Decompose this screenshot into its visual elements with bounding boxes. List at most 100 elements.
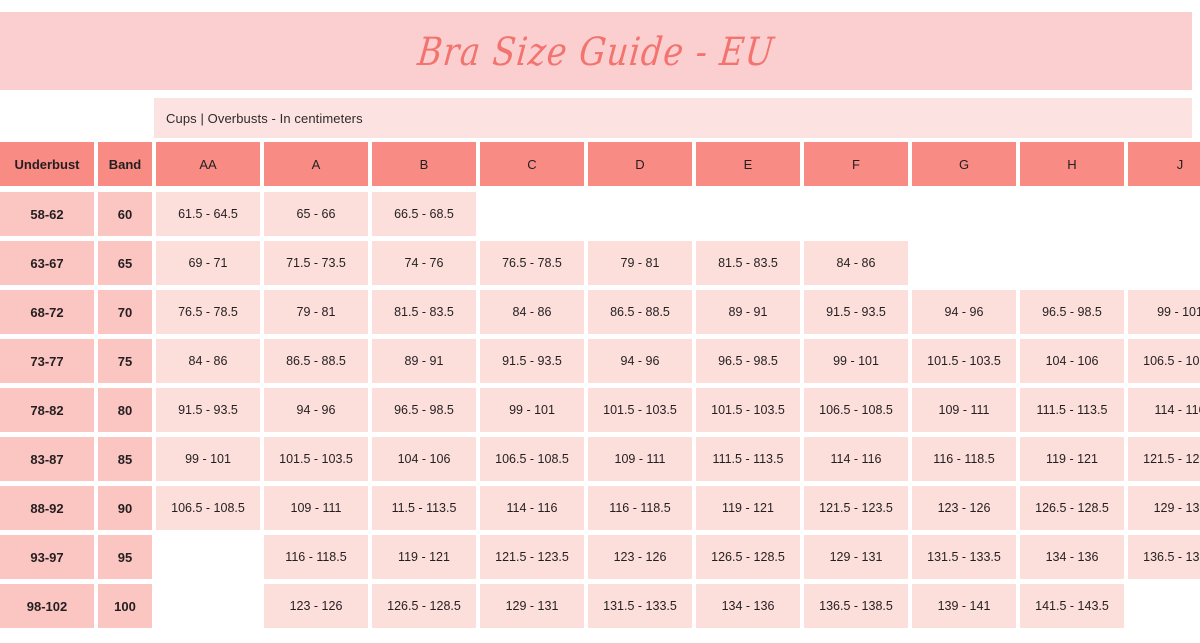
cup-cell-a: 71.5 - 73.5 <box>264 241 368 285</box>
column-header-c: C <box>480 142 584 186</box>
underbust-cell: 88-92 <box>0 486 94 530</box>
cup-cell-f: 99 - 101 <box>804 339 908 383</box>
cup-cell-a: 123 - 126 <box>264 584 368 628</box>
cup-cell-h: 126.5 - 128.5 <box>1020 486 1124 530</box>
band-cell: 100 <box>98 584 152 628</box>
cup-cell-f: 121.5 - 123.5 <box>804 486 908 530</box>
cup-cell-b: 119 - 121 <box>372 535 476 579</box>
cup-cell-c: 121.5 - 123.5 <box>480 535 584 579</box>
cup-cell-h: 134 - 136 <box>1020 535 1124 579</box>
cup-cell-d: 94 - 96 <box>588 339 692 383</box>
cup-cell-aa <box>156 584 260 628</box>
cup-cell-h: 96.5 - 98.5 <box>1020 290 1124 334</box>
cup-cell-aa: 91.5 - 93.5 <box>156 388 260 432</box>
column-header-band: Band <box>98 142 152 186</box>
band-cell: 60 <box>98 192 152 236</box>
cup-cell-c: 84 - 86 <box>480 290 584 334</box>
cup-cell-e: 101.5 - 103.5 <box>696 388 800 432</box>
cup-cell-d <box>588 192 692 236</box>
cup-cell-h: 119 - 121 <box>1020 437 1124 481</box>
cup-cell-b: 104 - 106 <box>372 437 476 481</box>
cup-cell-h: 141.5 - 143.5 <box>1020 584 1124 628</box>
cup-cell-e <box>696 192 800 236</box>
band-cell: 90 <box>98 486 152 530</box>
cup-cell-aa: 69 - 71 <box>156 241 260 285</box>
table-row: 63-67 65 69 - 71 71.5 - 73.5 74 - 76 76.5 - 7… <box>0 241 1200 290</box>
cup-cell-h <box>1020 241 1124 285</box>
cup-cell-g: 101.5 - 103.5 <box>912 339 1016 383</box>
cup-cell-g: 94 - 96 <box>912 290 1016 334</box>
cup-cell-aa: 84 - 86 <box>156 339 260 383</box>
underbust-cell: 98-102 <box>0 584 94 628</box>
cup-cell-a: 79 - 81 <box>264 290 368 334</box>
cup-cell-j <box>1128 192 1200 236</box>
cup-cell-h: 104 - 106 <box>1020 339 1124 383</box>
subtitle-row: Cups | Overbusts - In centimeters <box>154 98 1192 138</box>
cup-cell-d: 109 - 111 <box>588 437 692 481</box>
column-header-a: A <box>264 142 368 186</box>
cup-cell-d: 123 - 126 <box>588 535 692 579</box>
cup-cell-f: 114 - 116 <box>804 437 908 481</box>
cup-cell-d: 116 - 118.5 <box>588 486 692 530</box>
cup-cell-f: 91.5 - 93.5 <box>804 290 908 334</box>
cup-cell-b: 66.5 - 68.5 <box>372 192 476 236</box>
underbust-cell: 68-72 <box>0 290 94 334</box>
cup-cell-d: 79 - 81 <box>588 241 692 285</box>
column-header-j: J <box>1128 142 1200 186</box>
cup-cell-aa: 76.5 - 78.5 <box>156 290 260 334</box>
band-cell: 75 <box>98 339 152 383</box>
table-row: 58-62 60 61.5 - 64.5 65 - 66 66.5 - 68.5 <box>0 192 1200 241</box>
band-cell: 80 <box>98 388 152 432</box>
cup-cell-d: 86.5 - 88.5 <box>588 290 692 334</box>
subtitle-label: Cups | Overbusts - In centimeters <box>166 110 363 126</box>
column-header-g: G <box>912 142 1016 186</box>
band-cell: 85 <box>98 437 152 481</box>
cup-cell-g: 116 - 118.5 <box>912 437 1016 481</box>
cup-cell-f <box>804 192 908 236</box>
cup-cell-b: 89 - 91 <box>372 339 476 383</box>
cup-cell-a: 116 - 118.5 <box>264 535 368 579</box>
cup-cell-g: 109 - 111 <box>912 388 1016 432</box>
table-row: 73-77 75 84 - 86 86.5 - 88.5 89 - 91 91.5 - 9… <box>0 339 1200 388</box>
cup-cell-j: 99 - 101 <box>1128 290 1200 334</box>
table-row: 78-82 80 91.5 - 93.5 94 - 96 96.5 - 98.5 99 -… <box>0 388 1200 437</box>
cup-cell-g: 123 - 126 <box>912 486 1016 530</box>
column-header-h: H <box>1020 142 1124 186</box>
cup-cell-j <box>1128 241 1200 285</box>
column-header-underbust: Underbust <box>0 142 94 186</box>
band-cell: 95 <box>98 535 152 579</box>
cup-cell-d: 101.5 - 103.5 <box>588 388 692 432</box>
cup-cell-g <box>912 192 1016 236</box>
cup-cell-b: 126.5 - 128.5 <box>372 584 476 628</box>
cup-cell-c: 99 - 101 <box>480 388 584 432</box>
cup-cell-f: 106.5 - 108.5 <box>804 388 908 432</box>
cup-cell-j: 121.5 - 123.5 <box>1128 437 1200 481</box>
cup-cell-e: 119 - 121 <box>696 486 800 530</box>
column-header-e: E <box>696 142 800 186</box>
cup-cell-j: 114 - 116 <box>1128 388 1200 432</box>
table-row: 98-102 100 123 - 126 126.5 - 128.5 129 - 131… <box>0 584 1200 633</box>
cup-cell-f: 84 - 86 <box>804 241 908 285</box>
table-row: 83-87 85 99 - 101 101.5 - 103.5 104 - 106 106… <box>0 437 1200 486</box>
cup-cell-a: 109 - 111 <box>264 486 368 530</box>
cup-cell-c: 129 - 131 <box>480 584 584 628</box>
cup-cell-a: 101.5 - 103.5 <box>264 437 368 481</box>
column-header-f: F <box>804 142 908 186</box>
cup-cell-h: 111.5 - 113.5 <box>1020 388 1124 432</box>
cup-cell-g <box>912 241 1016 285</box>
cup-cell-d: 131.5 - 133.5 <box>588 584 692 628</box>
column-header-d: D <box>588 142 692 186</box>
cup-cell-e: 134 - 136 <box>696 584 800 628</box>
cup-cell-c: 91.5 - 93.5 <box>480 339 584 383</box>
cup-cell-b: 81.5 - 83.5 <box>372 290 476 334</box>
underbust-cell: 63-67 <box>0 241 94 285</box>
cup-cell-g: 139 - 141 <box>912 584 1016 628</box>
underbust-cell: 78-82 <box>0 388 94 432</box>
cup-cell-j: 129 - 131 <box>1128 486 1200 530</box>
cup-cell-aa: 99 - 101 <box>156 437 260 481</box>
cup-cell-c: 76.5 - 78.5 <box>480 241 584 285</box>
underbust-cell: 93-97 <box>0 535 94 579</box>
cup-cell-a: 94 - 96 <box>264 388 368 432</box>
cup-cell-h <box>1020 192 1124 236</box>
underbust-cell: 58-62 <box>0 192 94 236</box>
